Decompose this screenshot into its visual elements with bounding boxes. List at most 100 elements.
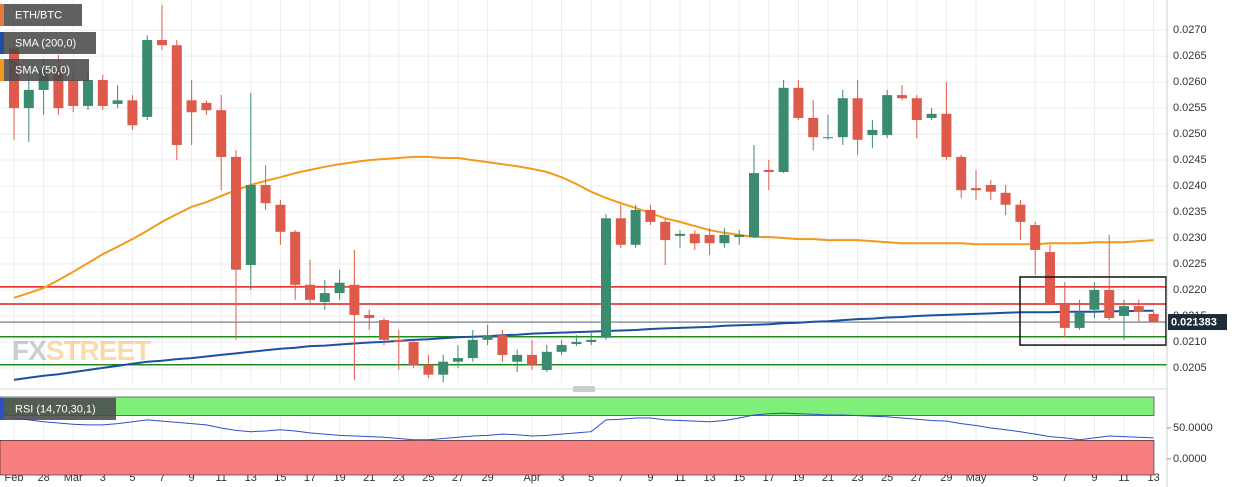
legend-box <box>0 4 82 26</box>
legend-box <box>0 59 89 81</box>
candle-body <box>808 117 819 138</box>
watermark-fx: FX <box>12 335 47 366</box>
x-tick-label: 9 <box>1091 472 1097 484</box>
sma-line <box>13 309 1154 381</box>
candle-body <box>601 218 611 338</box>
candle-body <box>867 129 878 136</box>
rsi-band <box>0 440 1155 476</box>
candle-body <box>971 188 981 191</box>
legend-swatch <box>0 59 4 81</box>
candle-body <box>349 284 360 315</box>
candle-body <box>1089 289 1100 310</box>
candle-body <box>260 185 271 204</box>
candle-body <box>1104 289 1115 319</box>
candle-body <box>216 110 227 157</box>
rsi-y-tick-label: 50.0000 <box>1173 422 1213 434</box>
candle-body <box>364 314 375 319</box>
candle-body <box>675 233 685 236</box>
candle-body <box>97 80 108 107</box>
candle-body <box>645 209 656 222</box>
y-tick-label: 0.0270 <box>1173 24 1207 36</box>
candle-body <box>171 45 182 145</box>
candle-body <box>1059 302 1070 328</box>
y-tick-label: 0.0230 <box>1173 232 1207 244</box>
candle-body <box>586 339 597 342</box>
candle-body <box>408 341 419 365</box>
candle-body <box>941 113 952 157</box>
x-tick-label: 11 <box>1118 472 1129 484</box>
candle-body <box>763 169 774 173</box>
x-tick-label: 11 <box>674 472 685 484</box>
candle-body <box>393 339 404 342</box>
last-price-badge <box>1168 314 1227 331</box>
candle-body <box>245 185 256 266</box>
legend-label: ETH/BTC <box>15 9 62 21</box>
candle-body <box>275 204 286 232</box>
candle-body <box>527 354 537 365</box>
legend-label: SMA (50,0) <box>15 64 70 76</box>
candle-body <box>53 70 64 109</box>
x-tick-label: 7 <box>159 472 165 484</box>
candle-body <box>1119 306 1129 316</box>
candle-body <box>1133 306 1144 312</box>
candle-body <box>201 102 212 111</box>
x-tick-label: 11 <box>215 472 226 484</box>
candle-body <box>630 209 641 245</box>
x-tick-label: 9 <box>189 472 195 484</box>
rsi-y-tick-label: 0.0000 <box>1173 453 1207 465</box>
legend-label: RSI (14,70,30,1) <box>15 403 96 415</box>
candle-body <box>926 113 937 118</box>
candle-body <box>423 364 434 375</box>
legend-box <box>0 32 96 54</box>
candle-body <box>615 218 626 245</box>
y-tick-label: 0.0205 <box>1173 362 1207 374</box>
candle-body <box>68 80 79 107</box>
candle-body <box>882 95 893 136</box>
y-tick-label: 0.0220 <box>1173 284 1207 296</box>
x-tick-label: 3 <box>100 472 106 484</box>
candle-body <box>142 40 153 117</box>
highlight-box <box>1019 276 1167 346</box>
candle-body <box>1074 312 1085 328</box>
candle-body <box>1030 225 1041 250</box>
candle-body <box>541 351 552 371</box>
candle-body <box>482 335 493 340</box>
candle-body <box>911 98 922 121</box>
y-tick-label: 0.0245 <box>1173 154 1207 166</box>
y-tick-label: 0.0265 <box>1173 50 1207 62</box>
candle-body <box>556 345 567 352</box>
candle-body <box>290 231 301 285</box>
x-tick-label: 5 <box>129 472 135 484</box>
candle-body <box>305 284 315 300</box>
candle-body <box>438 361 449 375</box>
candle-body <box>1148 313 1159 323</box>
rsi-band <box>0 396 1155 416</box>
candle-body <box>689 233 700 244</box>
sma-line <box>13 155 1154 299</box>
y-tick-label: 0.0250 <box>1173 128 1207 140</box>
rsi-line <box>13 412 1154 441</box>
x-tick-label: 9 <box>647 472 653 484</box>
candle-body <box>23 89 34 109</box>
candle-body <box>749 173 759 237</box>
y-tick-label: 0.0210 <box>1173 336 1207 348</box>
candle-body <box>186 100 197 113</box>
candle-body <box>157 40 167 46</box>
candle-body <box>660 221 671 241</box>
y-tick-label: 0.0260 <box>1173 76 1207 88</box>
legend-swatch <box>0 4 4 26</box>
x-tick-label: 3 <box>559 472 565 484</box>
candle-body <box>112 100 123 104</box>
watermark: FXSTREET <box>12 335 151 366</box>
candle-body <box>127 100 138 126</box>
candle-body <box>704 234 715 244</box>
plot-area: FXSTREET <box>0 5 1167 383</box>
x-tick-label: 5 <box>588 472 594 484</box>
candle-body <box>956 156 967 191</box>
candle-body <box>823 137 833 139</box>
x-tick-label: 7 <box>618 472 624 484</box>
candle-body <box>719 234 730 244</box>
candle-body <box>778 87 789 173</box>
candle-body <box>512 354 523 362</box>
